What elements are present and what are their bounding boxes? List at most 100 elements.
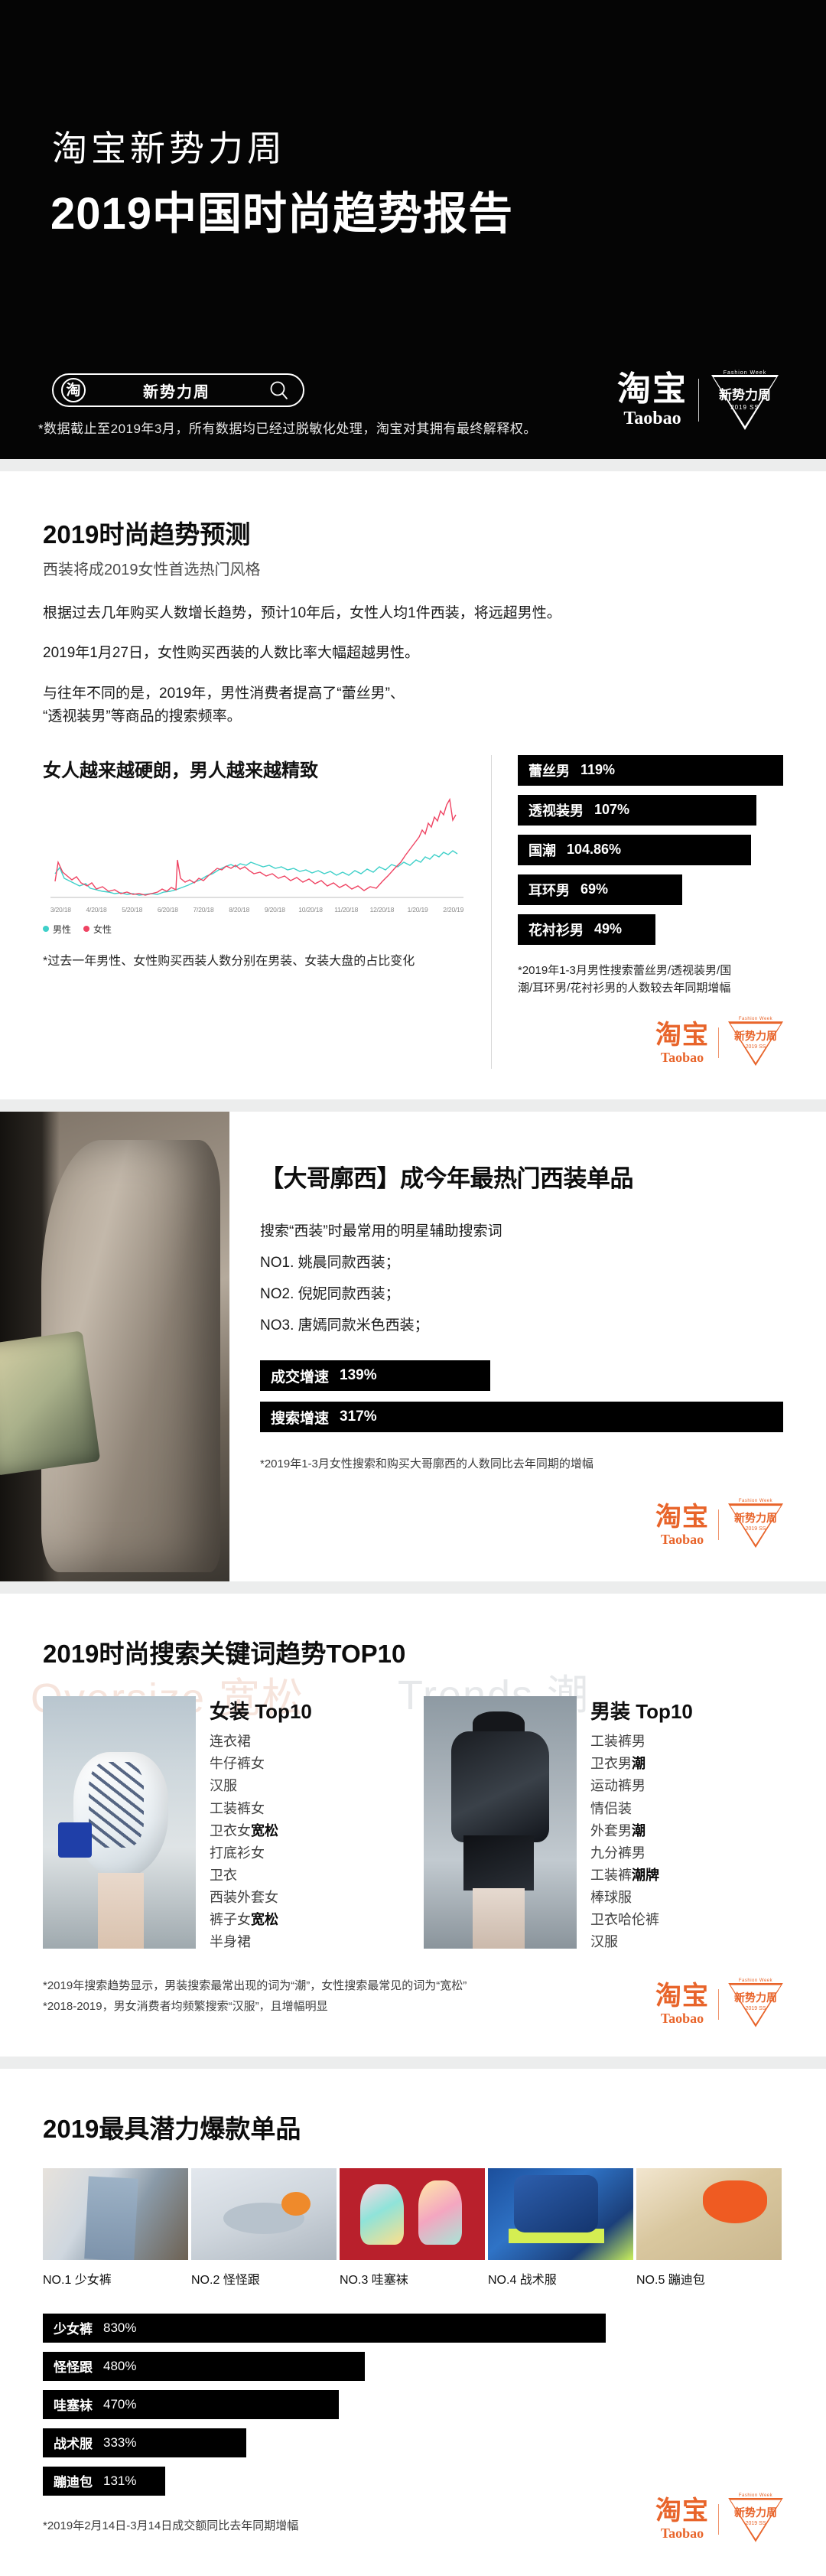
bar-row: 耳环男 69% [518,874,683,905]
bar-value: 107% [594,802,630,818]
line-chart-title: 女人越来越硬朗，男人越来越精致 [43,760,318,781]
fashion-week-badge: Fashion Week 新势力周 2019 SS [728,1017,783,1069]
fashion-week-badge: Fashion Week 新势力周 2019 SS [728,1499,783,1551]
bar-value: 119% [580,762,616,778]
taobao-chip: 淘 [54,375,93,405]
bar-row: 战术服 333% [43,2428,247,2457]
fashion-week-badge: Fashion Week 新势力周 2019 SS [728,1978,783,2031]
badge-cn: 新势力周 [734,2506,777,2519]
x-tick: 7/20/18 [193,905,214,913]
taobao-brand: 淘宝 Taobao [655,1022,709,1064]
badge-year: 2019 SS [745,2520,766,2526]
item-caption: NO.5 蹦迪包 [636,2273,705,2287]
search-input[interactable]: 新势力周 [143,383,210,401]
search-bar[interactable]: 淘 新势力周 [52,373,304,407]
brand-en: Taobao [660,1531,704,1547]
item-caption: NO.3 哇塞袜 [340,2273,408,2287]
bar-row: 蕾丝男 119% [518,754,783,786]
bar-value: 480% [103,2358,137,2373]
section4-bars: 少女裤 830% 怪怪跟 480% 哇塞袜 470% 战术服 333% 蹦迪包 … [43,2313,783,2496]
bar-label: 搜索增速 [271,1410,330,1427]
item-bold: 潮牌 [632,1868,659,1883]
section1-footnote-right: *2019年1-3月男性搜索蕾丝男/透视装男/国 潮/耳环男/花衬衫男的人数较去… [518,962,783,998]
photo-legs [98,1873,144,1949]
list-item: 运动裤男 [590,1775,783,1797]
x-tick: 8/20/18 [229,905,250,913]
photo-bag [58,1822,92,1858]
section3-footnotes: *2019年搜索趋势显示，男装搜索最常出现的词为“潮”，女性搜索最常见的词为“宽… [43,1977,783,2014]
section2-lines: 搜索“西装”时最常用的明星辅助搜索词 NO1. 姚晨同款西装； NO2. 倪妮同… [260,1220,783,1334]
list-item: 打底衫女 [210,1842,402,1864]
fashion-week-cn: 新势力周 [719,388,771,402]
taobao-logo-cn: 淘宝 [617,370,688,408]
badge-year: 2019 SS [745,1044,766,1050]
item-text: 打底衫女 [210,1845,265,1861]
section2-line: NO3. 唐嫣同款米色西装； [260,1317,429,1334]
photo-pattern [89,1761,144,1848]
bar-value: 69% [580,881,609,897]
item-text: 汉服 [590,1934,618,1950]
section2-bars: 成交增速 139% 搜索增速 317% [260,1360,783,1433]
x-tick: 10/20/18 [298,905,323,913]
bar-row: 成交增速 139% [260,1360,490,1392]
item-bold: 潮 [632,1822,646,1838]
paragraph: 2019年1月27日，女性购买西装的人数比率大幅超越男性。 [43,645,419,662]
bar-label: 蕾丝男 [528,763,570,779]
list-item: 工装裤男 [590,1731,783,1753]
brand-cn: 淘宝 [655,2496,709,2526]
brand-divider [718,2503,719,2535]
women-top10-list: 女装 Top10 连衣裙 牛仔裤女 汉服 工装裤女 卫衣女宽松 打底衫女 卫衣 … [210,1696,402,1954]
badge-top-text: Fashion Week [738,1978,773,1983]
list-item: 工装裤潮牌 [590,1864,783,1887]
section-trend-forecast: 2019时尚趋势预测 西装将成2019女性首选热门风格 根据过去几年购买人数增长… [0,471,826,1100]
badge-year: 2019 SS [745,1526,766,1532]
bar-value: 470% [103,2396,137,2412]
paragraph: “透视装男”等商品的搜索频率。 [43,708,242,725]
item-card: NO.2 怪怪跟 [191,2167,337,2288]
section-gap [0,1099,826,1112]
taobao-brand: 淘宝 Taobao [655,1504,709,1546]
list-item: 半身裙 [210,1931,402,1953]
list-item: 棒球服 [590,1887,783,1909]
search-icon[interactable] [255,379,303,402]
bar-label: 战术服 [54,2437,93,2452]
section4-title: 2019最具潜力爆款单品 [43,2114,301,2143]
legend-dot-male [43,926,49,933]
line-chart-legend: 男性 女性 [43,923,471,936]
odd-heel-thumb [191,2167,337,2260]
badge-top-text: Fashion Week [738,1499,773,1504]
x-tick: 1/20/19 [407,905,428,913]
bar-value: 139% [340,1367,377,1384]
women-top10-column: 女装 Top10 连衣裙 牛仔裤女 汉服 工装裤女 卫衣女宽松 打底衫女 卫衣 … [43,1696,402,1954]
line-chart-panel: 女人越来越硬朗，男人越来越精致 3/20/18 4/20/18 5/20/18 … [43,754,492,1070]
list-item: 情侣装 [590,1798,783,1820]
section1-subtitle: 西装将成2019女性首选热门风格 [43,562,261,578]
disco-bag-thumb [636,2167,782,2260]
list-item: 汉服 [590,1931,783,1953]
item-text: 工装裤男 [590,1734,646,1750]
footnote-line: 潮/耳环男/花衬衫男的人数较去年同期增幅 [518,981,731,995]
brand-cn: 淘宝 [655,1020,709,1050]
list-item: 卫衣女宽松 [210,1820,402,1842]
section3-columns: 女装 Top10 连衣裙 牛仔裤女 汉服 工装裤女 卫衣女宽松 打底衫女 卫衣 … [43,1696,783,1954]
footnote-line: *2019年1-3月男性搜索蕾丝男/透视装男/国 [518,963,732,977]
legend-item-male: 男性 [43,923,71,936]
badge-top-text: Fashion Week [738,2493,773,2498]
list-item: 裤子女宽松 [210,1909,402,1931]
socks-thumb [340,2167,485,2260]
brand-cn: 淘宝 [655,1502,709,1532]
list-item: 卫衣 [210,1864,402,1887]
item-text: 棒球服 [590,1890,632,1906]
section2-line: NO2. 倪妮同款西装； [260,1286,400,1303]
hero-logo: 淘宝 Taobao Fashion Week 新势力周 2019 SS [617,367,780,433]
women-items: 连衣裙 牛仔裤女 汉服 工装裤女 卫衣女宽松 打底衫女 卫衣 西装外套女 裤子女… [210,1731,402,1954]
item-card: NO.4 战术服 [488,2167,633,2288]
brand-footer: 淘宝 Taobao Fashion Week 新势力周 2019 SS [43,1978,783,2031]
fashion-week-badge: Fashion Week 新势力周 2019 SS [728,2493,783,2545]
item-card: NO.5 蹦迪包 [636,2167,782,2288]
item-card: NO.1 少女裤 [43,2167,188,2288]
section2-footnote: *2019年1-3月女性搜索和购买大哥廓西的人数同比去年同期的增幅 [260,1457,593,1471]
list-item: 西装外套女 [210,1887,402,1909]
bar-label: 耳环男 [528,882,570,898]
